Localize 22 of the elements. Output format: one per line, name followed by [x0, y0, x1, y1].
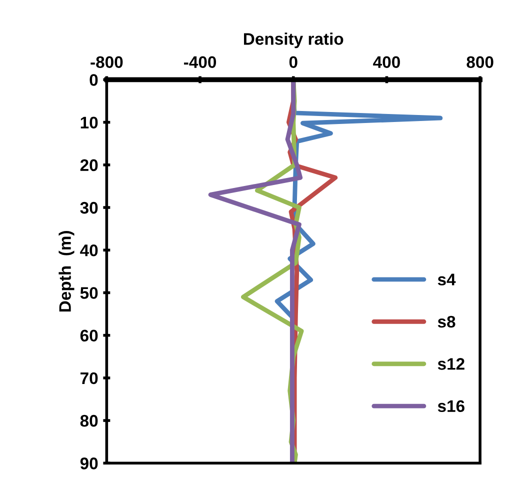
y-tick-label: 40 [80, 244, 98, 256]
legend-label: s4 [438, 274, 456, 286]
legend-label: s12 [438, 358, 464, 370]
legend-label: s8 [438, 316, 456, 328]
y-tick-label: 50 [80, 287, 98, 299]
x-axis-title: Density ratio [244, 32, 344, 48]
x-tick-label: 0 [289, 56, 298, 68]
y-tick-label: 30 [80, 202, 98, 214]
y-tick-label: 90 [80, 458, 98, 470]
y-tick-label: 60 [80, 330, 98, 342]
x-tick-label: -800 [90, 56, 123, 68]
y-tick-label: 10 [80, 116, 98, 128]
line-series [208, 80, 303, 464]
x-tick-label: -400 [184, 56, 216, 68]
x-tick-label: 400 [373, 56, 400, 68]
y-tick-label: 0 [90, 74, 98, 86]
y-tick-label: 80 [80, 414, 98, 427]
y-tick-label: 70 [80, 372, 98, 384]
y-axis-title: Depth (m) [58, 231, 74, 312]
y-tick-label: 20 [80, 159, 98, 172]
legend-label: s16 [438, 400, 464, 412]
x-tick-label: 800 [466, 56, 494, 68]
